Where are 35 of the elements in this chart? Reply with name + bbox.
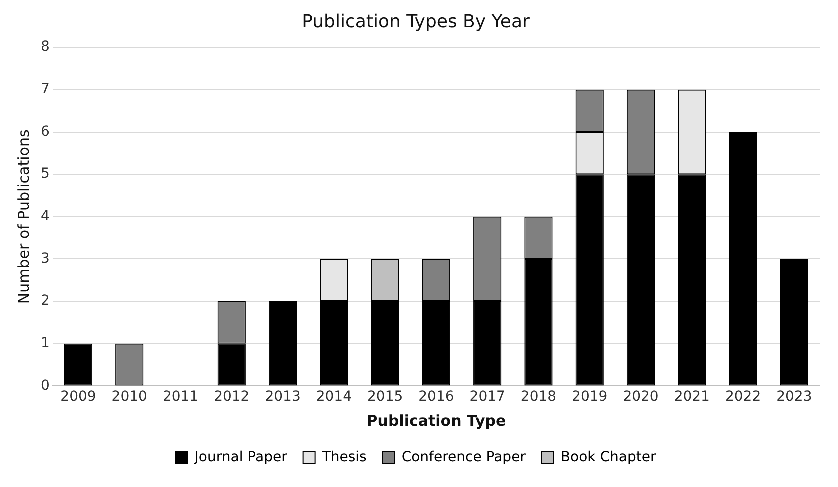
y-tick-label: 5: [40, 166, 50, 182]
legend-label: Book Chapter: [560, 450, 656, 466]
x-tick-label: 2023: [776, 389, 812, 406]
x-tick-label: 2010: [112, 389, 148, 406]
y-tick-label: 2: [40, 293, 50, 310]
bar: [729, 132, 758, 386]
y-tick-label: 1: [40, 336, 50, 352]
x-tick-label: 2016: [418, 389, 454, 406]
x-tick-label: 2012: [214, 389, 250, 406]
y-axis-title: Number of Publications: [14, 130, 33, 304]
bar: [780, 259, 808, 386]
x-tick-label: 2018: [520, 389, 557, 406]
bar: [64, 344, 93, 386]
x-tick-label: 2019: [572, 389, 608, 406]
x-tick-label: 2013: [265, 389, 301, 406]
x-tick-label: 2009: [60, 389, 96, 406]
legend-label: Journal Paper: [194, 450, 288, 466]
y-tick-label: 8: [40, 39, 50, 56]
x-tick-label: 2022: [725, 389, 762, 406]
x-tick-label: 2011: [162, 389, 199, 406]
x-tick-label: 2014: [316, 389, 352, 406]
y-tick-label: 3: [40, 250, 50, 267]
y-tick-label: 4: [40, 208, 50, 225]
y-tick-label: 6: [40, 124, 50, 140]
x-tick-label: 2015: [367, 389, 404, 406]
bar: [268, 302, 298, 386]
legend-label: Thesis: [321, 450, 367, 466]
x-tick-label: 2017: [470, 389, 506, 406]
legend-label: Conference Paper: [402, 450, 526, 466]
x-axis-title: Publication Type: [366, 412, 506, 430]
y-tick-label: 0: [40, 378, 50, 394]
chart-title: Publication Types By Year: [302, 11, 530, 32]
y-tick-label: 7: [40, 82, 50, 98]
x-tick-label: 2021: [674, 389, 710, 406]
x-tick-label: 2020: [623, 389, 659, 406]
